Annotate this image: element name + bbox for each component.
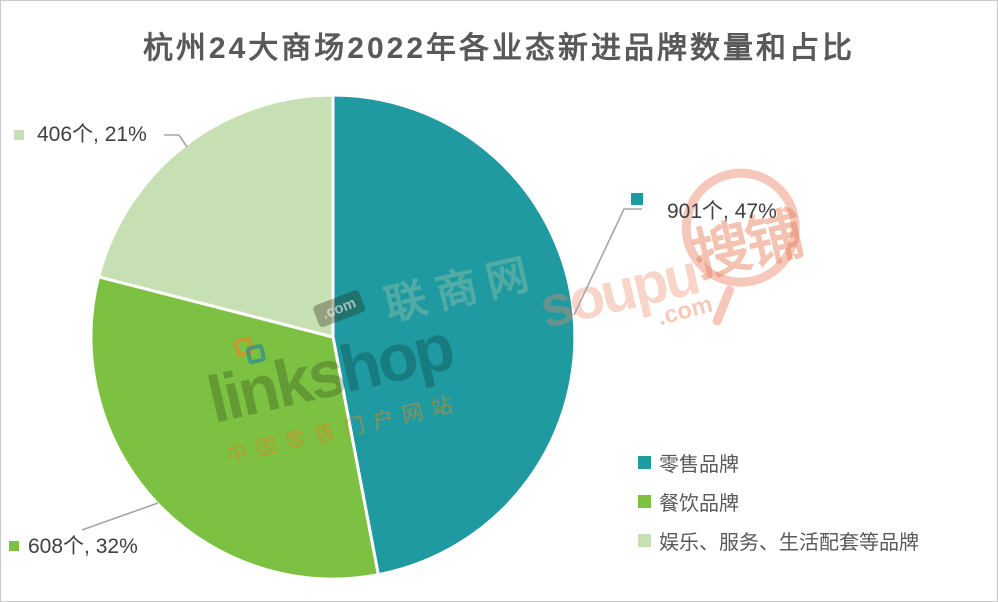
legend-label-entertainment: 娱乐、服务、生活配套等品牌: [659, 532, 919, 554]
legend-swatch-entertainment: [638, 534, 651, 547]
data-label-entertainment: 406个, 21%: [37, 123, 147, 146]
data-label-retail: 901个, 47%: [667, 200, 777, 223]
legend-swatch-food: [638, 495, 651, 508]
legend-item-retail: 零售品牌: [638, 448, 919, 477]
legend-label-food: 餐饮品牌: [659, 493, 739, 515]
label-marker-food: [9, 541, 19, 551]
legend-label-retail: 零售品牌: [659, 454, 739, 476]
chart-title: 杭州24大商场2022年各业态新进品牌数量和占比: [142, 32, 856, 65]
label-marker-retail: [631, 193, 643, 205]
legend: 零售品牌 餐饮品牌 娱乐、服务、生活配套等品牌: [638, 448, 919, 565]
pie-slice-0: [331, 93, 577, 577]
label-marker-entertainment: [14, 130, 24, 140]
legend-swatch-retail: [638, 456, 651, 469]
legend-item-entertainment: 娱乐、服务、生活配套等品牌: [638, 526, 919, 555]
data-label-food: 608个, 32%: [28, 535, 138, 558]
legend-item-food: 餐饮品牌: [638, 487, 919, 516]
